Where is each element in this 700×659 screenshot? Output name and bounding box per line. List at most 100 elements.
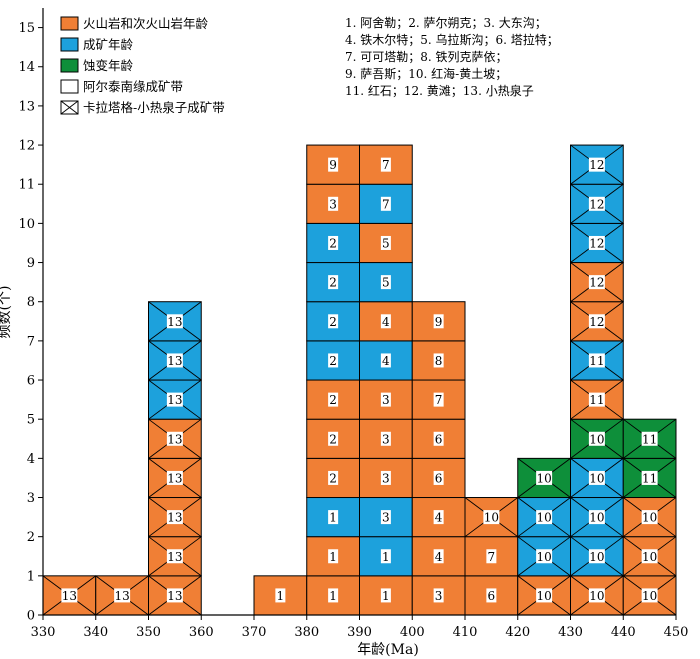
cell-label-bg xyxy=(536,549,553,564)
deposit-number-label: 13 xyxy=(167,354,182,368)
cell-label-bg xyxy=(328,510,339,525)
cell-label-bg xyxy=(328,196,339,211)
deposit-number-label: 3 xyxy=(382,511,390,525)
y-tick-label: 11 xyxy=(18,178,35,193)
bar-cell: 2 xyxy=(306,457,360,499)
bar-cell: 1 xyxy=(253,575,308,616)
bar-cell: 12 xyxy=(570,183,624,224)
deposit-number-label: 13 xyxy=(167,315,182,329)
cell-label-bg xyxy=(166,353,183,368)
cell-label-bg xyxy=(588,392,605,407)
note-line-3: 7. 可可塔勒；8. 铁列克萨依； xyxy=(345,49,508,64)
cell-label-bg xyxy=(328,275,339,290)
bar-cell: 7 xyxy=(359,183,413,224)
x-tick-label: 350 xyxy=(136,625,161,640)
deposit-number-label: 2 xyxy=(329,432,337,446)
deposit-number-label: 3 xyxy=(435,589,443,603)
cell-label-bg xyxy=(588,510,605,525)
deposit-number-label: 13 xyxy=(167,432,182,446)
x-tick-label: 360 xyxy=(189,625,214,640)
deposit-number-label: 5 xyxy=(382,236,390,250)
bar-cell: 10 xyxy=(570,575,624,616)
cell-label-bg xyxy=(328,588,339,603)
bar-cell: 2 xyxy=(306,418,360,459)
cell-label-bg xyxy=(328,157,339,172)
deposit-number-label: 7 xyxy=(435,393,443,407)
deposit-number-label: 13 xyxy=(167,589,182,603)
cell-label-bg xyxy=(380,196,391,211)
cell-label-bg xyxy=(641,549,658,564)
bar-cell: 3 xyxy=(306,183,360,224)
deposit-number-label: 12 xyxy=(589,158,604,172)
cell-label-bg xyxy=(536,470,553,485)
bar-cell: 11 xyxy=(622,457,677,499)
deposit-number-label: 13 xyxy=(167,511,182,525)
cell-label-bg xyxy=(166,549,183,564)
bar-cell: 2 xyxy=(306,222,360,264)
deposit-number-label: 4 xyxy=(382,315,390,329)
legend-item-belt_kalatage: 卡拉塔格-小热泉子成矿带 xyxy=(60,100,225,115)
cell-label-bg xyxy=(61,588,78,603)
deposit-number-label: 11 xyxy=(589,354,604,368)
legend-label: 成矿年龄 xyxy=(83,37,134,52)
cell-label-bg xyxy=(433,314,444,329)
bar-cell-rect xyxy=(359,262,413,303)
bar-cell: 13 xyxy=(148,340,202,381)
deposit-number-label: 1 xyxy=(382,589,390,603)
legend-swatch xyxy=(60,16,79,31)
bar-cell: 13 xyxy=(95,575,149,616)
cell-label-bg xyxy=(486,588,497,603)
deposit-number-label: 11 xyxy=(642,432,657,446)
cell-label-bg xyxy=(380,549,391,564)
cell-label-bg xyxy=(588,431,605,446)
deposit-number-label: 10 xyxy=(589,589,604,603)
x-axis-title: 年龄(Ma) xyxy=(357,642,419,658)
cell-label-bg xyxy=(588,235,605,250)
legend-swatch xyxy=(60,58,79,73)
bar-cell: 6 xyxy=(411,457,466,499)
cell-label-bg xyxy=(114,588,131,603)
deposit-number-label: 10 xyxy=(642,511,657,525)
bar-cell: 5 xyxy=(359,222,413,264)
deposit-number-label: 1 xyxy=(329,550,337,564)
cell-label-bg xyxy=(380,314,391,329)
deposit-number-label: 10 xyxy=(642,550,657,564)
legend-item-mineralization: 成矿年龄 xyxy=(60,37,134,52)
cell-label-bg xyxy=(433,431,444,446)
deposit-number-label: 3 xyxy=(329,197,337,211)
bar-cell: 3 xyxy=(359,418,413,459)
y-tick-label: 0 xyxy=(27,609,35,624)
bar-cell: 6 xyxy=(464,575,519,616)
deposit-number-label: 2 xyxy=(329,276,337,290)
deposit-number-label: 2 xyxy=(329,471,337,485)
bar-cell: 1 xyxy=(359,536,413,577)
bar-cell: 10 xyxy=(570,497,624,538)
deposit-number-label: 10 xyxy=(484,511,499,525)
bar-cell: 4 xyxy=(359,340,413,381)
x-tick-label: 390 xyxy=(347,625,372,640)
bar-cell: 3 xyxy=(411,575,466,616)
bar-cell: 13 xyxy=(42,575,97,616)
cell-label-bg xyxy=(328,549,339,564)
y-tick-label: 3 xyxy=(27,491,35,506)
cell-label-bg xyxy=(641,431,658,446)
cell-label-bg xyxy=(433,588,444,603)
deposit-number-label: 1 xyxy=(329,511,337,525)
bar-cell-rect xyxy=(411,301,466,342)
bar-cell: 13 xyxy=(148,457,202,499)
deposit-number-label: 7 xyxy=(488,550,496,564)
bar-cell: 9 xyxy=(306,144,360,185)
deposit-number-label: 8 xyxy=(435,354,443,368)
cell-label-bg xyxy=(166,470,183,485)
cell-label-bg xyxy=(588,549,605,564)
deposit-number-label: 12 xyxy=(589,276,604,290)
cell-label-bg xyxy=(380,353,391,368)
y-tick-label: 2 xyxy=(27,530,35,545)
y-tick-label: 4 xyxy=(27,452,35,467)
y-tick-label: 14 xyxy=(18,60,35,75)
deposit-number-label: 10 xyxy=(536,471,551,485)
bar-cell: 1 xyxy=(306,575,360,616)
cell-label-bg xyxy=(380,470,391,485)
deposit-number-label: 2 xyxy=(329,315,337,329)
